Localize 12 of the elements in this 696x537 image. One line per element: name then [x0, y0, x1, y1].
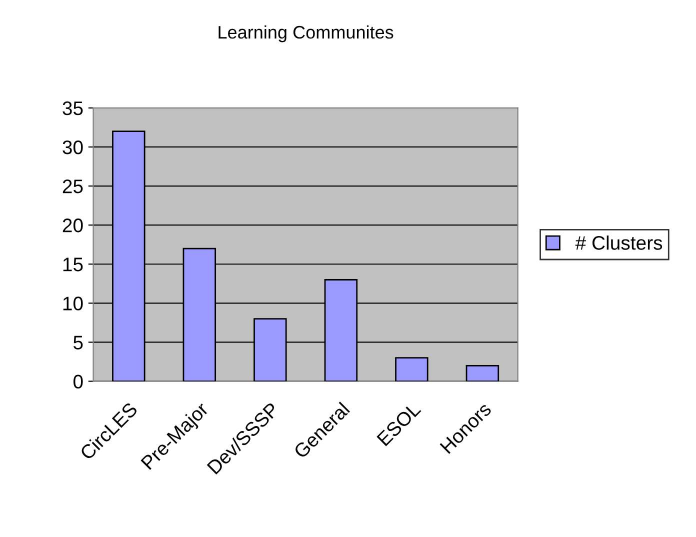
y-tick-label: 15 [63, 258, 83, 272]
bar [466, 364, 500, 382]
chart-title: Learning Communites [218, 25, 394, 42]
y-tick-label: 20 [62, 218, 83, 232]
y-tick-label: 10 [63, 296, 83, 310]
y-tick-label: 25 [62, 180, 83, 194]
y-tick-label: 0 [73, 374, 83, 389]
y-tick-label: 30 [62, 140, 83, 154]
bar [395, 357, 428, 382]
y-tick-label: 35 [62, 101, 83, 116]
y-tick-label: 5 [74, 336, 83, 350]
legend-label: # Clusters [575, 236, 662, 250]
